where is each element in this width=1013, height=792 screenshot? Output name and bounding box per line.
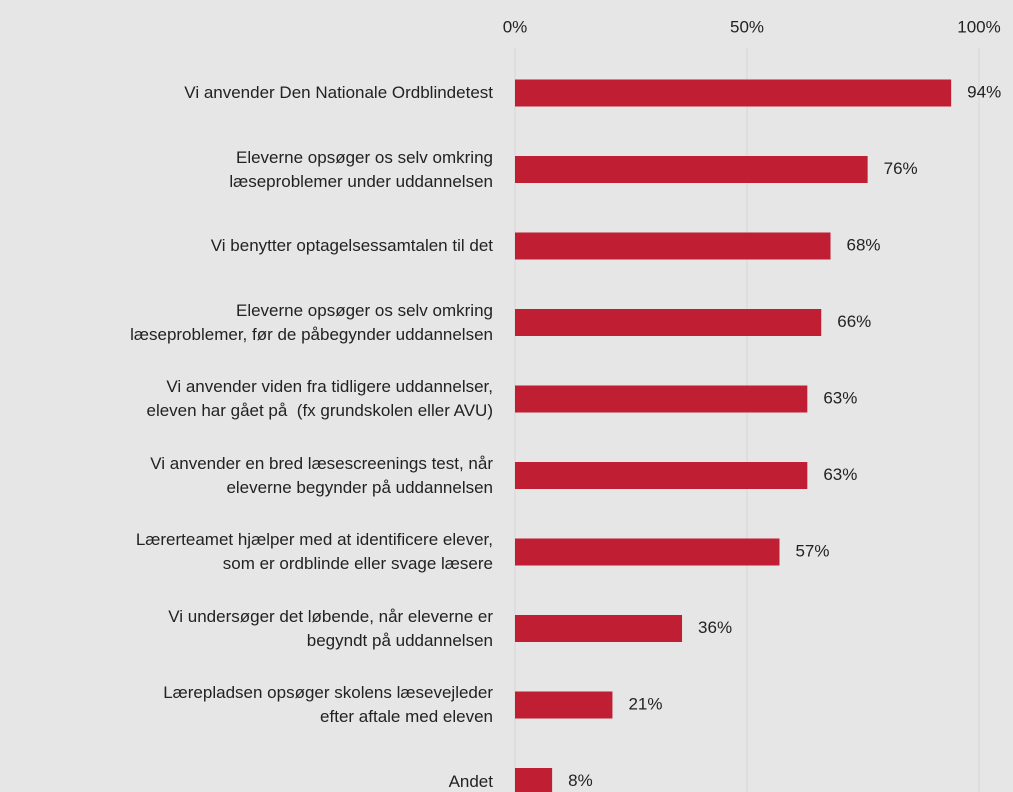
- y-tick-label: Eleverne opsøger os selv omkring læsepro…: [130, 300, 493, 344]
- value-label: 8%: [568, 771, 593, 790]
- value-label: 36%: [698, 618, 732, 637]
- x-tick-label: 100%: [957, 17, 1000, 36]
- bar: [515, 156, 868, 183]
- bar: [515, 232, 831, 260]
- value-label: 21%: [628, 694, 662, 713]
- y-tick-label: Vi anvender viden fra tidligere uddannel…: [146, 377, 494, 420]
- value-label: 66%: [837, 312, 871, 331]
- y-tick-label: Lærepladsen opsøger skolens læsevejleder…: [163, 683, 493, 726]
- bar: [515, 691, 613, 719]
- x-tick-label: 50%: [730, 17, 764, 36]
- value-label: 94%: [967, 82, 1001, 101]
- y-tick-label: Lærerteamet hjælper med at identificere …: [135, 530, 493, 573]
- value-label: 68%: [847, 235, 881, 254]
- value-label: 57%: [795, 541, 829, 560]
- y-tick-label: Vi benytter optagelsessamtalen til det: [210, 236, 493, 255]
- bar: [515, 79, 952, 107]
- y-tick-label: Vi undersøger det løbende, når eleverne …: [168, 606, 493, 650]
- bar: [515, 768, 553, 792]
- value-label: 63%: [823, 388, 857, 407]
- bar: [515, 538, 780, 566]
- bar: [515, 309, 822, 336]
- value-label: 63%: [823, 465, 857, 484]
- y-tick-label: Eleverne opsøger os selv omkring læsepro…: [229, 147, 493, 191]
- bar: [515, 615, 683, 642]
- y-tick-label: Vi anvender Den Nationale Ordblindetest: [184, 83, 493, 102]
- x-tick-label: 0%: [503, 17, 528, 36]
- y-tick-label: Andet: [448, 771, 493, 791]
- y-tick-label: Vi anvender en bred læsescreenings test,…: [150, 453, 493, 497]
- bar: [515, 385, 808, 413]
- bar: [515, 462, 808, 489]
- value-label: 76%: [884, 159, 918, 178]
